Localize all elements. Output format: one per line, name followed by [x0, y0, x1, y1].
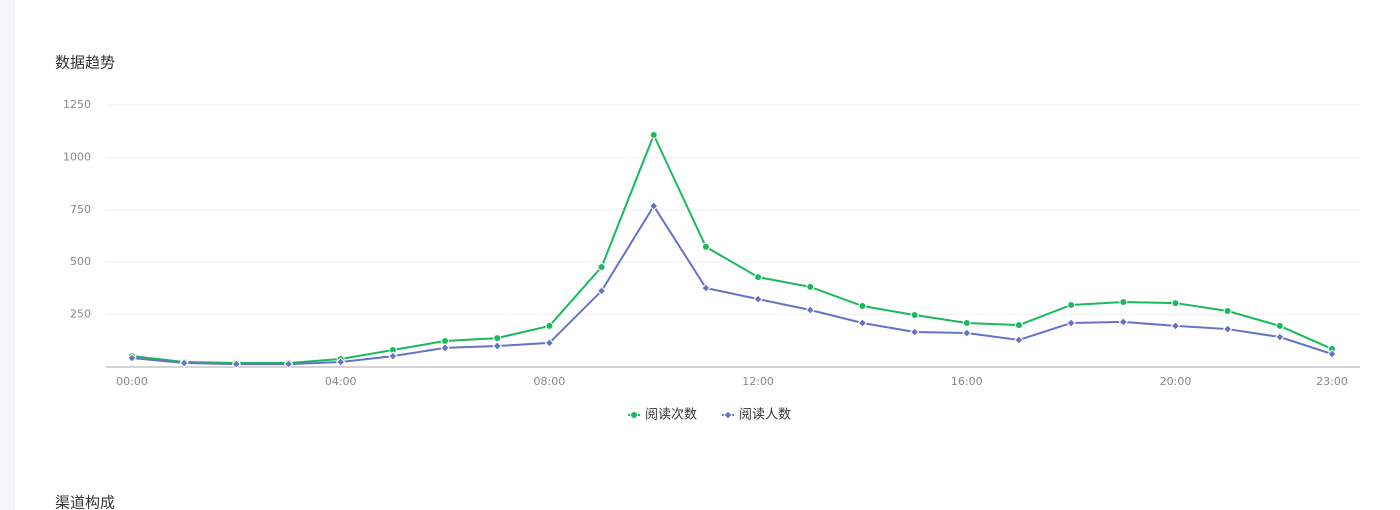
point: [597, 263, 606, 272]
point: [805, 305, 815, 315]
x-tick-label: 00:00: [116, 375, 148, 388]
x-tick-label: 08:00: [534, 375, 566, 388]
y-tick-label: 1000: [63, 150, 91, 163]
point: [909, 327, 920, 337]
point: [1067, 300, 1076, 309]
point: [649, 130, 658, 139]
point: [806, 282, 815, 291]
point: [492, 341, 502, 351]
point: [1066, 318, 1076, 328]
x-tick-label: 16:00: [951, 375, 983, 388]
point: [1327, 349, 1337, 359]
series-line: [131, 204, 1333, 366]
y-tick-label: 1250: [63, 98, 91, 111]
point: [857, 318, 868, 328]
point: [1275, 332, 1285, 342]
point: [1014, 321, 1023, 330]
point: [701, 242, 710, 251]
y-tick-label: 500: [70, 255, 91, 268]
point: [440, 343, 450, 353]
point: [962, 318, 971, 327]
section-title: 渠道构成: [55, 494, 115, 510]
x-tick-label: 20:00: [1160, 375, 1192, 388]
point: [179, 358, 189, 368]
point: [544, 338, 555, 348]
point: [1014, 335, 1024, 345]
point: [1275, 321, 1284, 330]
point: [1119, 298, 1128, 307]
point: [962, 328, 972, 338]
x-tick-label: 04:00: [325, 375, 357, 388]
point: [701, 283, 711, 293]
x-tick-label: 23:00: [1316, 375, 1348, 388]
point: [231, 359, 242, 369]
point: [596, 286, 607, 296]
point: [388, 351, 398, 361]
y-tick-label: 750: [70, 203, 91, 216]
chart-title: 数据趋势: [55, 54, 115, 72]
legend-label: 阅读次数: [645, 407, 697, 423]
point: [1171, 299, 1180, 308]
point: [1222, 324, 1233, 334]
legend-label: 阅读人数: [739, 408, 791, 423]
point: [1223, 307, 1232, 316]
legend-marker: [630, 411, 638, 419]
point: [493, 334, 502, 343]
legend-marker: [723, 410, 733, 420]
point: [335, 357, 346, 367]
series-line: [131, 132, 1333, 365]
point: [1118, 317, 1129, 327]
point: [649, 201, 659, 211]
side-strip: [0, 0, 15, 510]
point: [1170, 321, 1181, 331]
point: [545, 321, 554, 330]
x-tick-label: 12:00: [742, 375, 774, 388]
point: [910, 311, 919, 320]
point: [753, 294, 763, 304]
y-tick-label: 250: [70, 308, 91, 321]
point: [754, 273, 763, 282]
point: [127, 353, 137, 363]
point: [858, 302, 867, 311]
point: [283, 359, 294, 369]
